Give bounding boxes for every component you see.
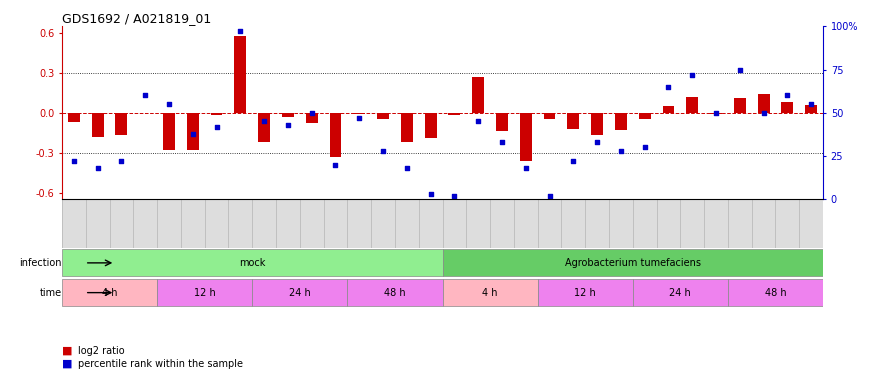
Bar [425, 113, 436, 138]
Text: mock: mock [239, 258, 266, 268]
FancyBboxPatch shape [728, 279, 823, 306]
FancyBboxPatch shape [348, 279, 442, 306]
Text: 24 h: 24 h [289, 288, 311, 298]
Bar [781, 102, 793, 113]
Bar [734, 98, 746, 113]
FancyBboxPatch shape [62, 249, 442, 276]
Text: 12 h: 12 h [574, 288, 596, 298]
Point [733, 66, 747, 72]
Text: percentile rank within the sample: percentile rank within the sample [78, 359, 242, 369]
Bar [519, 113, 532, 161]
Point [352, 115, 366, 121]
Text: infection: infection [19, 258, 62, 268]
Bar [639, 113, 650, 120]
Bar [235, 36, 246, 113]
Point [210, 124, 224, 130]
Text: log2 ratio: log2 ratio [78, 346, 125, 355]
Text: 24 h: 24 h [669, 288, 691, 298]
Point [376, 148, 390, 154]
Bar [401, 113, 412, 142]
Bar [163, 113, 175, 150]
Point [495, 139, 509, 145]
Bar [758, 94, 770, 113]
Point [186, 130, 200, 136]
Point [90, 165, 104, 171]
Bar [473, 77, 484, 113]
Bar [211, 113, 222, 116]
Bar [567, 113, 580, 129]
Text: time: time [40, 288, 62, 298]
Point [685, 72, 699, 78]
Point [304, 110, 319, 116]
FancyBboxPatch shape [252, 279, 348, 306]
Text: 48 h: 48 h [384, 288, 405, 298]
Bar [805, 105, 817, 113]
Bar [710, 113, 722, 114]
Bar [615, 113, 627, 130]
Point [257, 118, 271, 124]
Point [447, 193, 461, 199]
Text: ■: ■ [62, 359, 73, 369]
Bar [187, 113, 199, 150]
Point [637, 144, 651, 150]
Point [757, 110, 771, 116]
Text: 4 h: 4 h [102, 288, 118, 298]
FancyBboxPatch shape [62, 279, 158, 306]
Bar [305, 113, 318, 123]
Point [328, 162, 342, 168]
Text: 48 h: 48 h [765, 288, 786, 298]
Text: GDS1692 / A021819_01: GDS1692 / A021819_01 [62, 12, 212, 25]
Point [709, 110, 723, 116]
Bar [258, 113, 270, 142]
Bar [591, 113, 603, 135]
Point [234, 28, 248, 34]
Point [614, 148, 628, 154]
Point [566, 158, 581, 164]
Bar [353, 113, 366, 114]
Bar [92, 113, 104, 137]
Bar [543, 113, 556, 120]
Point [400, 165, 414, 171]
Point [162, 101, 176, 107]
Bar [686, 97, 698, 113]
Point [471, 118, 485, 124]
Text: Agrobacterium tumefaciens: Agrobacterium tumefaciens [565, 258, 701, 268]
Bar [496, 113, 508, 131]
Point [590, 139, 604, 145]
Bar [329, 113, 342, 157]
Text: ■: ■ [62, 346, 73, 355]
Point [424, 191, 438, 197]
Bar [115, 113, 127, 135]
Bar [282, 113, 294, 117]
Bar [68, 113, 80, 122]
Point [138, 93, 152, 99]
Point [781, 93, 795, 99]
Point [281, 122, 295, 128]
Point [543, 193, 557, 199]
Point [114, 158, 128, 164]
Bar [663, 106, 674, 113]
Point [66, 158, 81, 164]
FancyBboxPatch shape [442, 279, 538, 306]
FancyBboxPatch shape [442, 249, 823, 276]
Text: 4 h: 4 h [482, 288, 498, 298]
Point [804, 101, 819, 107]
Point [661, 84, 675, 90]
Point [519, 165, 533, 171]
Bar [449, 113, 460, 116]
Bar [377, 113, 389, 120]
FancyBboxPatch shape [158, 279, 252, 306]
FancyBboxPatch shape [538, 279, 633, 306]
Text: 12 h: 12 h [194, 288, 216, 298]
FancyBboxPatch shape [633, 279, 728, 306]
